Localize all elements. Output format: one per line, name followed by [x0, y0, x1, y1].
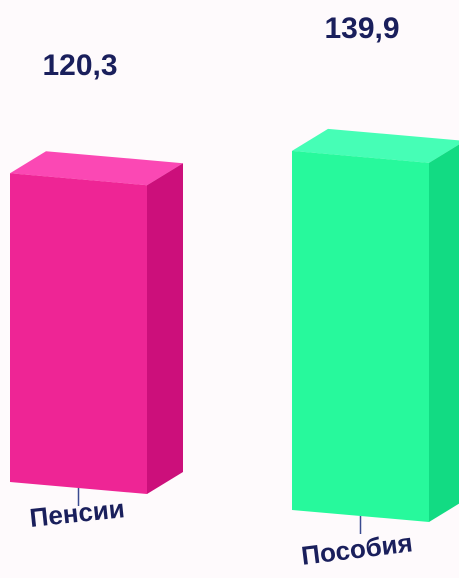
- bar-front-pensii: [10, 173, 147, 495]
- bar-top-pensii: [10, 151, 183, 186]
- bar-side-pensii: [147, 163, 183, 495]
- x-tick-label-pensii: Пенсии: [28, 493, 126, 533]
- bar-side-posobiya: [429, 144, 459, 522]
- bar-group-pensii: 120,3 Пенсии: [10, 49, 183, 533]
- x-tick-label-posobiya: Пособия: [300, 527, 415, 570]
- bar-group-posobiya: 139,9 Пособия: [292, 12, 459, 571]
- data-label-pensii: 120,3: [42, 49, 117, 82]
- bar-front-posobiya: [292, 150, 429, 522]
- bar-top-posobiya: [292, 128, 459, 163]
- data-label-posobiya: 139,9: [324, 12, 399, 45]
